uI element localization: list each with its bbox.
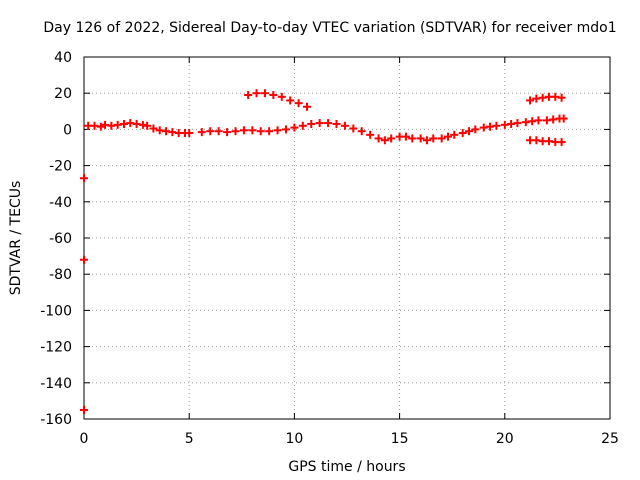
data-point: [80, 405, 88, 414]
data-point: [374, 134, 383, 143]
data-point: [380, 136, 389, 145]
data-point: [298, 121, 307, 130]
x-axis-label: GPS time / hours: [288, 459, 405, 475]
data-point: [294, 99, 303, 108]
chart-title: Day 126 of 2022, Sidereal Day-to-day VTE…: [43, 20, 616, 36]
data-point: [387, 134, 396, 143]
x-tick-label: 0: [80, 431, 89, 447]
y-tick-label: -80: [49, 267, 72, 283]
grid: [83, 56, 611, 420]
data-point: [214, 127, 223, 136]
data-point: [206, 127, 215, 136]
data-point: [534, 116, 543, 125]
plot-frame: [83, 56, 611, 420]
y-tick-label: -160: [40, 412, 72, 428]
y-axis: 40 20 0 -20 -40 -60 -80 -100 -120 -140 -160: [40, 50, 610, 428]
data-point: [244, 91, 253, 100]
data-point: [223, 128, 232, 137]
data-point: [149, 124, 158, 133]
y-tick-label: -40: [49, 195, 72, 211]
data-point: [265, 127, 274, 136]
data-point: [315, 119, 324, 128]
data-point: [492, 121, 501, 130]
data-point: [513, 119, 522, 128]
data-point: [248, 126, 257, 135]
data-point: [273, 126, 282, 135]
y-tick-label: -140: [40, 376, 72, 392]
y-tick-label: -100: [40, 303, 72, 319]
data-point: [290, 123, 299, 132]
y-tick-label: 0: [63, 122, 72, 138]
data-point: [471, 125, 480, 134]
x-tick-label: 15: [391, 431, 409, 447]
data-point: [340, 121, 349, 130]
data-point: [401, 132, 410, 141]
data-point: [437, 134, 446, 143]
data-point: [185, 129, 194, 138]
data-point: [526, 96, 535, 105]
x-tick-label: 20: [496, 431, 514, 447]
y-axis-label: SDTVAR / TECUs: [8, 181, 24, 296]
data-point: [286, 96, 295, 105]
data-point: [422, 136, 431, 145]
data-point: [80, 255, 88, 264]
data-point: [277, 92, 286, 101]
y-tick-label: -20: [49, 159, 72, 175]
data-point: [559, 114, 568, 123]
data-point: [443, 132, 452, 141]
y-tick-label: -120: [40, 340, 72, 356]
data-point: [324, 119, 333, 128]
data-point: [349, 124, 358, 133]
data-point: [252, 89, 261, 98]
data-point: [239, 126, 248, 135]
data-point: [143, 121, 152, 130]
data-point: [260, 89, 269, 98]
data-point: [307, 119, 316, 128]
data-point: [408, 134, 417, 143]
data-point: [465, 127, 474, 136]
data-point: [281, 125, 290, 134]
x-axis: 0 5 10 15 20 25: [80, 57, 619, 447]
y-tick-label: 20: [54, 86, 72, 102]
data-point: [96, 122, 105, 131]
data-point: [416, 134, 425, 143]
data-point: [303, 102, 312, 111]
data-point: [269, 91, 278, 100]
y-tick-label: 40: [54, 50, 72, 66]
x-tick-label: 10: [285, 431, 303, 447]
data-point: [429, 134, 438, 143]
data-point: [197, 128, 206, 137]
x-tick-label: 5: [185, 431, 194, 447]
data-point: [458, 129, 467, 138]
y-tick-label: -60: [49, 231, 72, 247]
data-point: [231, 127, 240, 136]
data-point: [357, 127, 366, 136]
x-tick-label: 25: [601, 431, 619, 447]
data-point: [557, 93, 566, 102]
data-point: [80, 174, 88, 183]
data-point: [256, 127, 265, 136]
data-points: [80, 89, 568, 414]
data-point: [332, 119, 341, 128]
data-point: [450, 130, 459, 139]
data-point: [557, 138, 566, 147]
data-point: [366, 130, 375, 139]
